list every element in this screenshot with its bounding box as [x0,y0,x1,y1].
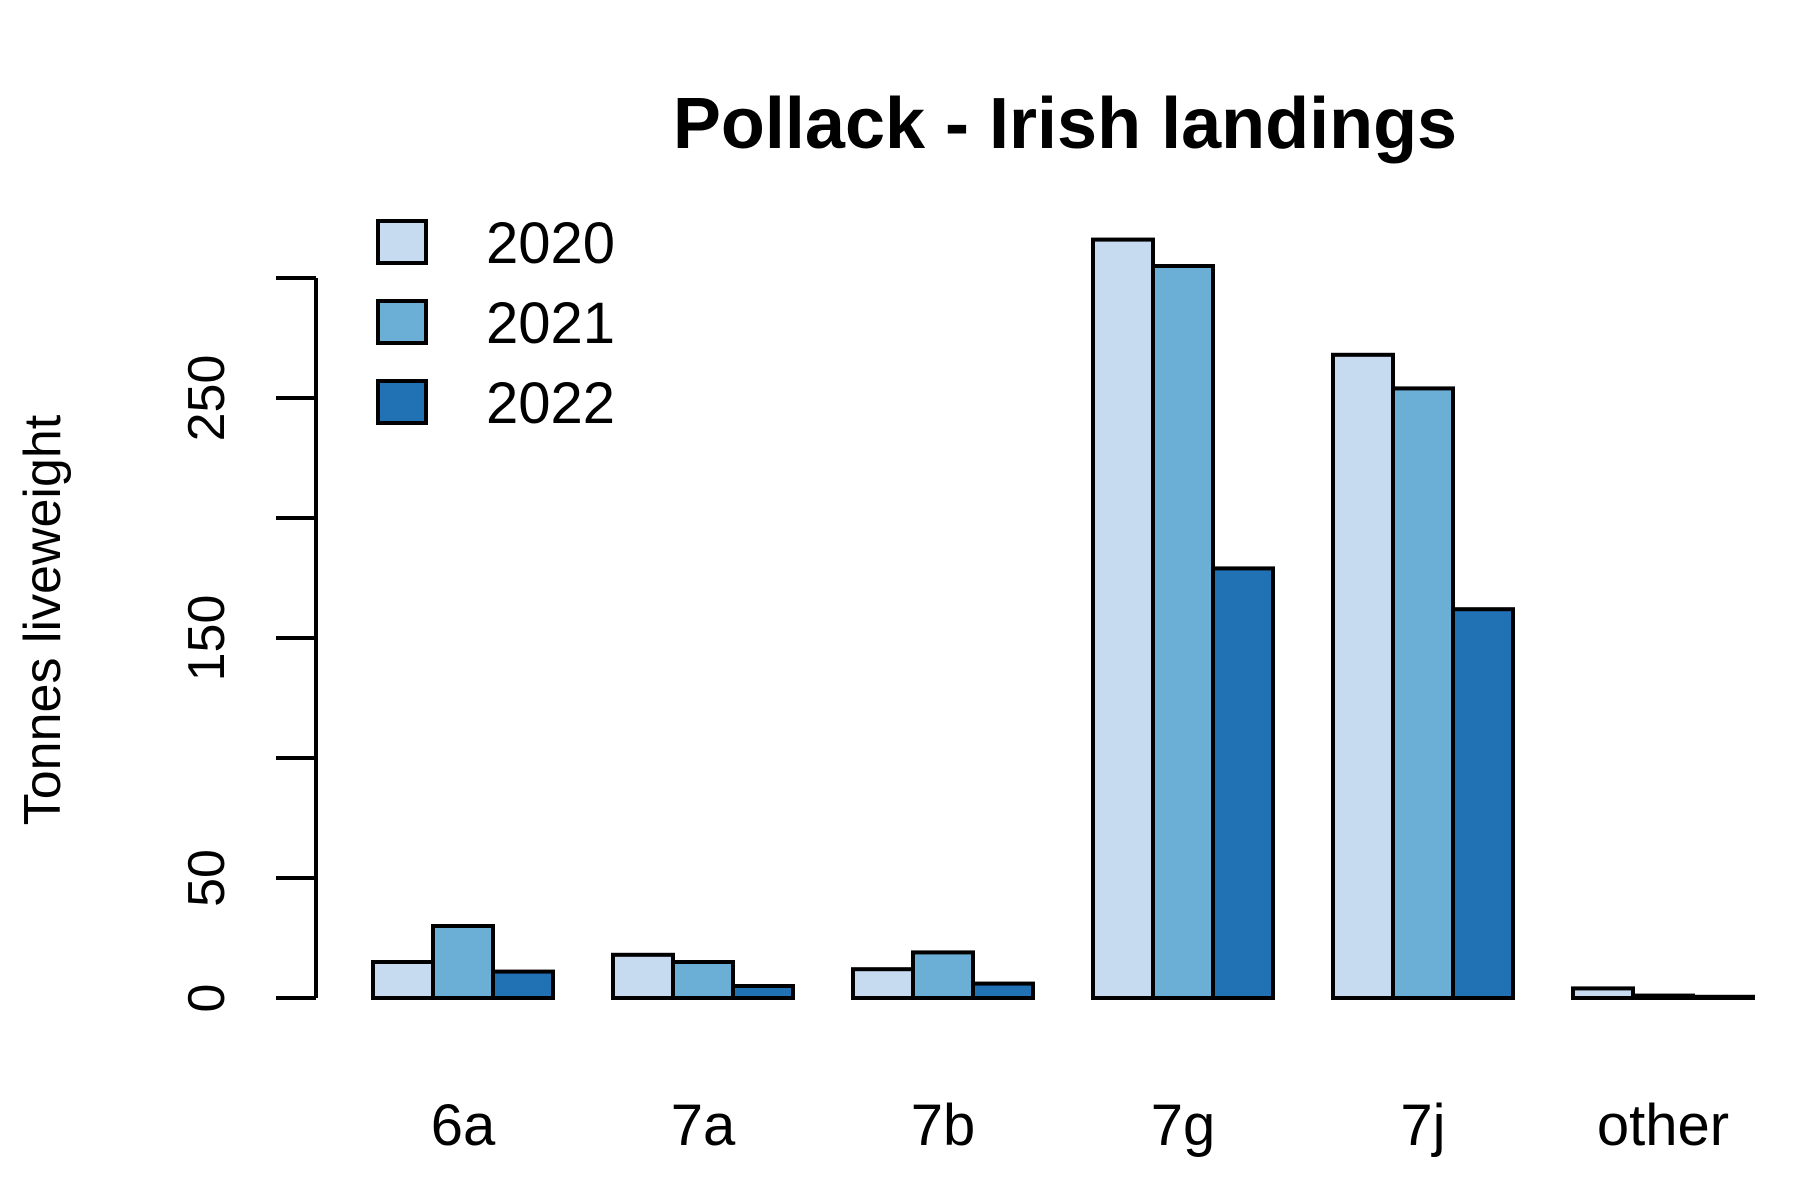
y-axis: 0 50 150 250 [178,276,318,1013]
bar-other-2022 [1691,994,1755,1000]
bar-other-2021 [1631,993,1695,1000]
category-label: 6a [431,1093,496,1158]
bar-6a-2021 [431,924,495,1000]
bars-group [371,237,1755,1001]
category-label: 7j [1400,1093,1445,1158]
bar-7a-2020 [611,952,675,1000]
category-label: 7a [671,1093,736,1158]
bar-6a-2020 [371,960,435,1000]
legend-swatch [376,379,428,425]
bar-7j-2021 [1391,386,1455,1000]
legend-swatch [376,299,428,345]
y-axis-label: Tonnes liveweight [14,414,72,825]
bar-7b-2022 [971,981,1035,1000]
category-label: other [1597,1093,1729,1158]
bar-7b-2020 [851,967,915,1001]
y-tick-label: 50 [178,849,236,907]
bar-7g-2020 [1091,237,1155,1001]
chart-title: Pollack - Irish landings [673,84,1457,164]
legend-label: 2020 [486,211,615,276]
bar-7b-2021 [911,950,975,1001]
y-tick-label: 0 [178,984,236,1013]
legend-swatch [376,219,428,265]
legend: 2020 2021 2022 [376,211,615,436]
bar-other-2020 [1571,986,1635,1001]
y-tick-label: 250 [178,355,236,442]
bar-7j-2022 [1451,607,1515,1000]
bar-7a-2021 [671,960,735,1000]
category-labels: 6a 7a 7b 7g 7j other [431,1093,1729,1158]
bar-7g-2022 [1211,566,1275,1001]
bar-7a-2022 [731,984,795,1000]
category-label: 7g [1151,1093,1216,1158]
category-label: 7b [911,1093,976,1158]
legend-label: 2021 [486,291,615,356]
y-tick-label: 150 [178,595,236,682]
bar-7j-2020 [1331,352,1395,1000]
legend-label: 2022 [486,371,615,436]
bar-6a-2022 [491,969,555,1000]
bar-7g-2021 [1151,264,1215,1000]
